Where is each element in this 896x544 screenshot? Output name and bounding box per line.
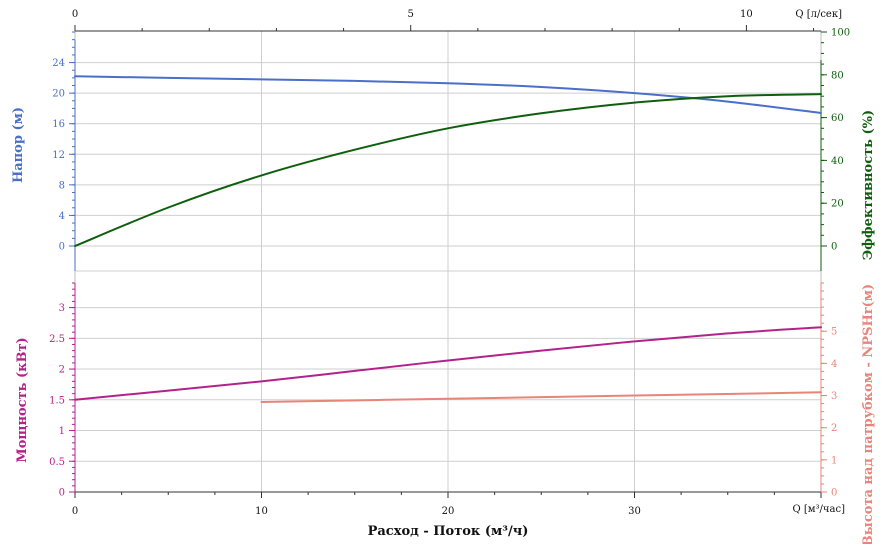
x-tick-label: 20 <box>442 506 455 517</box>
x-top-tick-label: 10 <box>740 9 753 20</box>
x-tick-label: 30 <box>628 506 641 517</box>
npshr-tick-label: 0 <box>831 488 837 499</box>
efficiency-tick-label: 0 <box>831 242 837 253</box>
x-tick-label: 10 <box>255 506 268 517</box>
npshr-tick-label: 2 <box>831 423 837 434</box>
power-tick-label: 0.5 <box>49 457 65 468</box>
tick-labels: 0 10 20 300 5 100481216202400.511.522.5302040… <box>49 9 850 517</box>
head-curve <box>74 75 822 114</box>
axes <box>69 25 827 498</box>
efficiency-tick-label: 20 <box>831 199 844 210</box>
efficiency-tick-label: 80 <box>831 70 844 81</box>
power-curve <box>74 326 822 401</box>
npshr-tick-label: 4 <box>831 359 837 370</box>
x-axis-unit-top: Q [л/сек] <box>795 9 842 20</box>
npshr-tick-label: 1 <box>831 455 837 466</box>
x-axis-unit-bottom: Q [м³/час] <box>792 504 845 515</box>
power-axis-title: Мощность (кВт) <box>15 337 30 462</box>
power-tick-label: 1 <box>59 426 65 437</box>
head-tick-label: 12 <box>52 150 65 161</box>
head-axis-title: Напор (м) <box>11 107 26 183</box>
efficiency-axis-title: Эффективность (%) <box>861 110 876 260</box>
npshr-curve <box>260 391 822 403</box>
head-tick-label: 4 <box>59 211 65 222</box>
head-tick-label: 8 <box>59 180 65 191</box>
x-top-tick-label: 0 <box>72 9 78 20</box>
head-tick-label: 16 <box>52 119 65 130</box>
npshr-axis-title: Высота над патрубком - NPSHr(м) <box>861 284 876 544</box>
efficiency-tick-label: 40 <box>831 156 844 167</box>
head-tick-label: 0 <box>59 242 65 253</box>
power-tick-label: 0 <box>59 488 65 499</box>
efficiency-curve <box>74 93 822 247</box>
x-axis-title: Расход - Поток (м³/ч) <box>368 524 529 539</box>
efficiency-tick-label: 60 <box>831 113 844 124</box>
power-tick-label: 2.5 <box>49 334 65 345</box>
npshr-tick-label: 3 <box>831 391 837 402</box>
series-lines <box>74 75 822 403</box>
npshr-tick-label: 5 <box>831 327 837 338</box>
head-tick-label: 24 <box>52 58 65 69</box>
grid-lines <box>74 31 822 493</box>
x-top-tick-label: 5 <box>408 9 414 20</box>
power-tick-label: 1.5 <box>49 395 65 406</box>
x-tick-label: 0 <box>72 506 78 517</box>
head-tick-label: 20 <box>52 89 65 100</box>
power-tick-label: 3 <box>59 303 65 314</box>
power-tick-label: 2 <box>59 365 65 376</box>
efficiency-tick-label: 100 <box>831 28 850 39</box>
